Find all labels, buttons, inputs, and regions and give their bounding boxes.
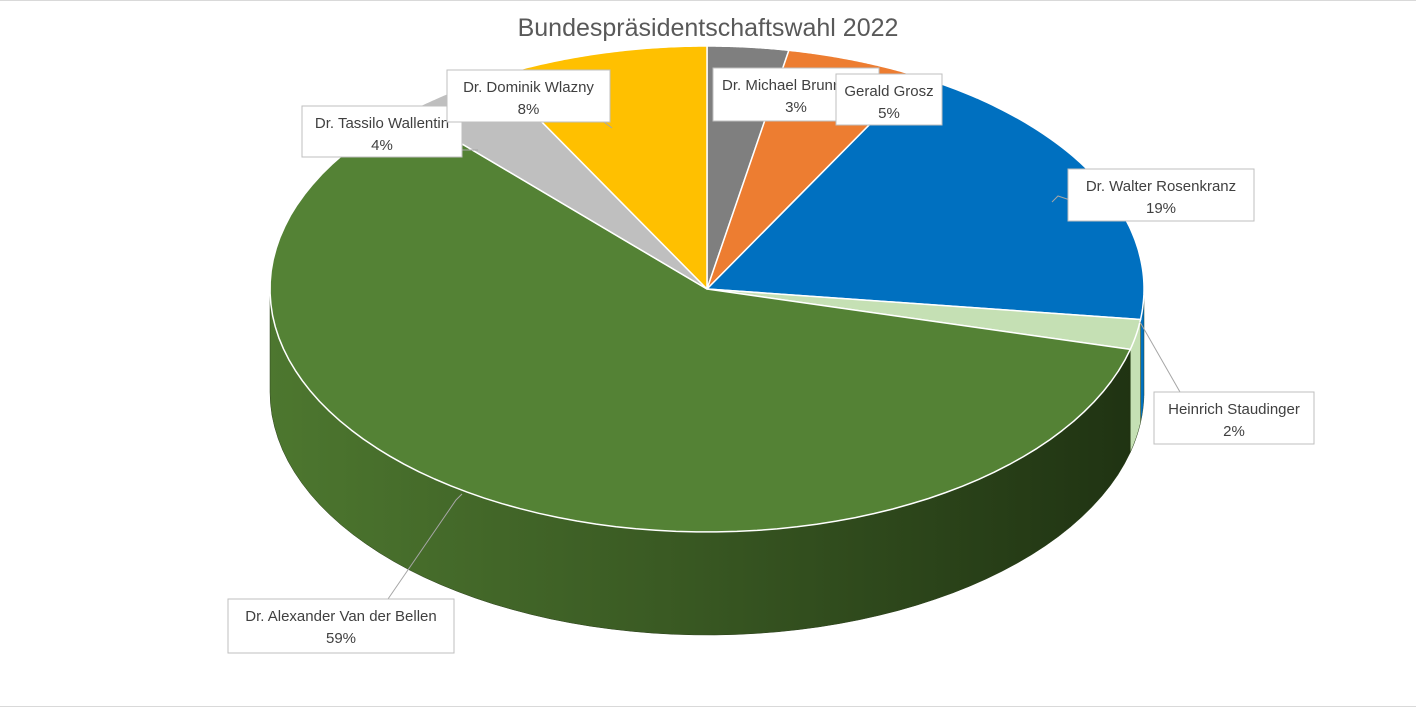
data-label-box xyxy=(1067,168,1255,222)
data-label-dr-alexander-van-der-bellen: Dr. Alexander Van der Bellen 59% xyxy=(227,598,455,654)
data-label-value: 8% xyxy=(518,101,540,118)
data-label-value: 59% xyxy=(326,630,356,647)
data-label-gerald-grosz: Gerald Grosz 5% xyxy=(835,73,943,126)
leader-line-6 xyxy=(603,121,613,129)
data-label-name: Gerald Grosz xyxy=(844,83,933,100)
data-label-name: Dr. Alexander Van der Bellen xyxy=(245,608,437,625)
leader-line-4 xyxy=(387,493,463,600)
chart-title: Bundespräsidentschaftswahl 2022 xyxy=(517,14,899,42)
data-label-dr-tassilo-wallentin: Dr. Tassilo Wallentin 4% xyxy=(301,105,463,158)
data-label-value: 4% xyxy=(371,137,393,154)
data-label-name: Dr. Tassilo Wallentin xyxy=(315,115,449,132)
data-label-box xyxy=(301,105,463,158)
data-label-box xyxy=(1153,391,1315,445)
data-label-name: Dr. Michael Brunner xyxy=(722,77,855,94)
data-label-dr-walter-rosenkranz: Dr. Walter Rosenkranz 19% xyxy=(1067,168,1255,222)
leader-line-3 xyxy=(1139,321,1218,393)
data-label-value: 5% xyxy=(878,105,900,122)
data-label-box xyxy=(227,598,455,654)
data-label-value: 3% xyxy=(785,99,807,116)
data-label-box xyxy=(446,69,611,123)
pie-slice-dr-alexander-van-der-bellen xyxy=(269,111,1132,533)
data-label-name: Dr. Walter Rosenkranz xyxy=(1086,178,1236,195)
data-label-value: 19% xyxy=(1146,200,1176,217)
data-label-value: 2% xyxy=(1223,423,1245,440)
data-label-dr-dominik-wlazny: Dr. Dominik Wlazny 8% xyxy=(446,69,611,123)
data-label-box xyxy=(835,73,943,126)
data-label-heinrich-staudinger: Heinrich Staudinger 2% xyxy=(1153,391,1315,445)
chart-bottom-border xyxy=(0,706,1416,707)
data-label-name: Dr. Dominik Wlazny xyxy=(463,79,594,96)
chart-top-border xyxy=(0,0,1416,1)
data-label-name: Heinrich Staudinger xyxy=(1168,401,1300,418)
